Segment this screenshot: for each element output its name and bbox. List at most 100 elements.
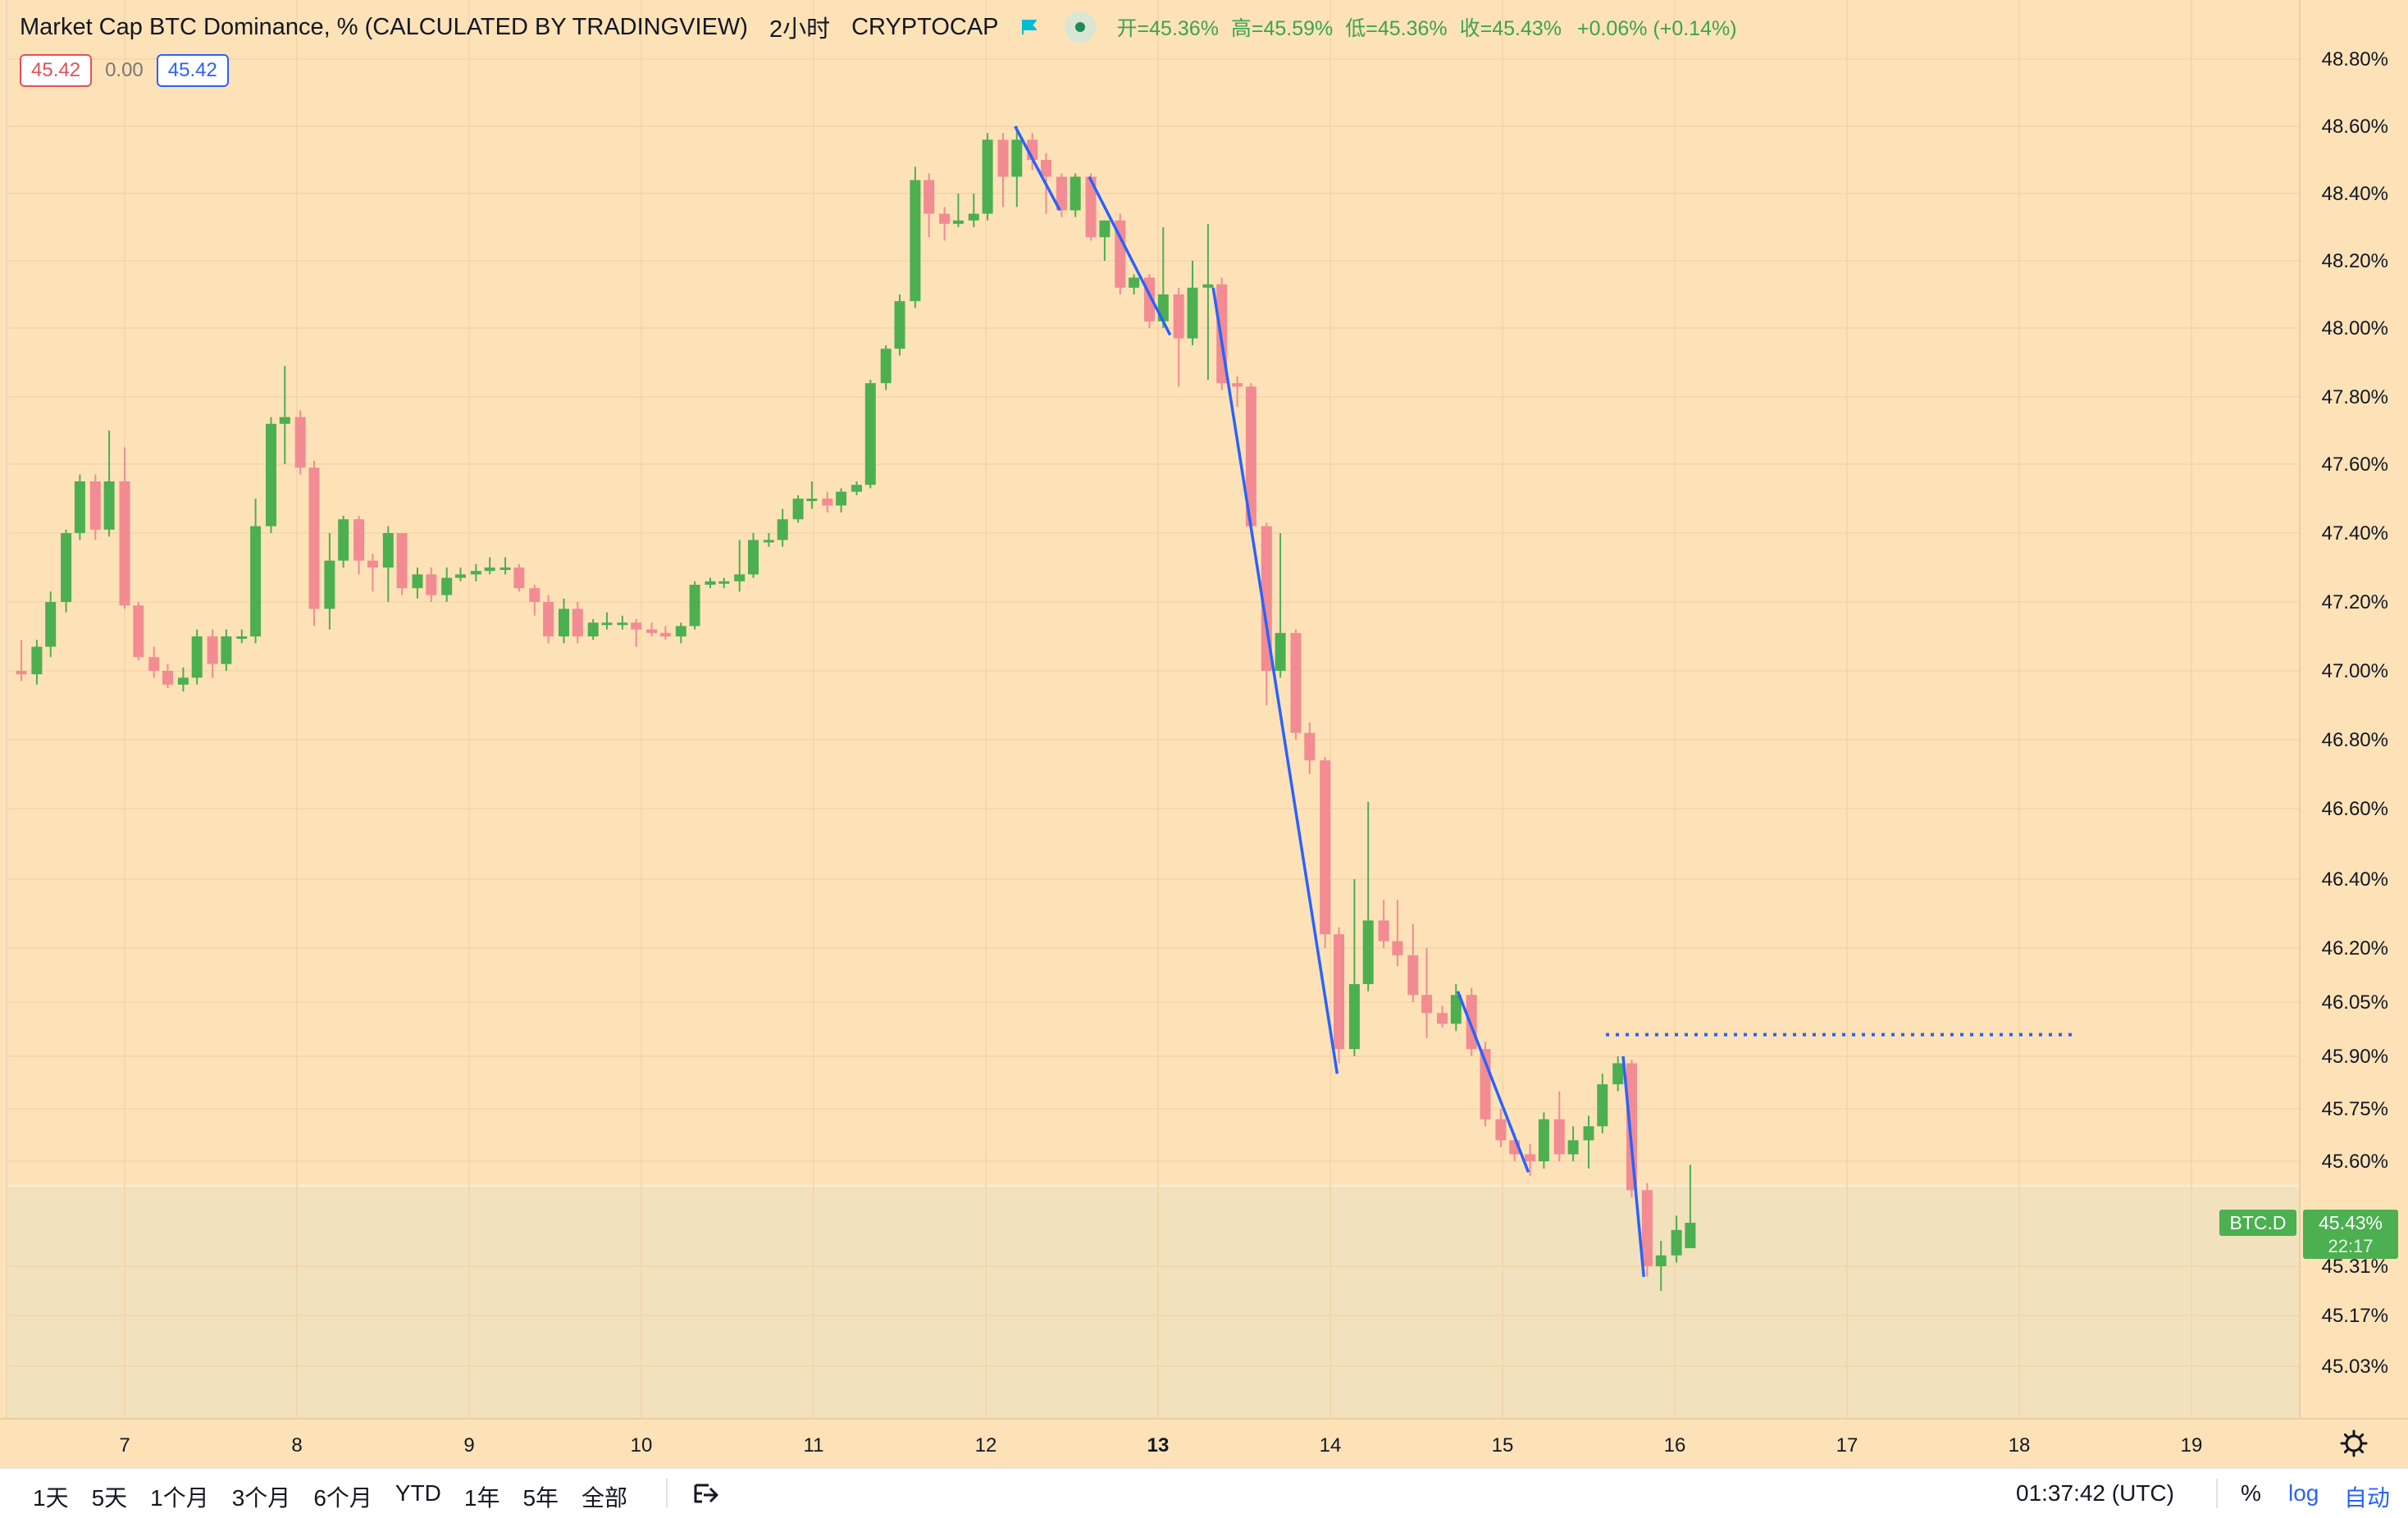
- candle: [864, 380, 876, 489]
- candle: [1290, 629, 1302, 740]
- candle: [133, 602, 144, 661]
- trend-line[interactable]: [1211, 287, 1339, 1074]
- y-tick-label: 46.80%: [2322, 729, 2388, 751]
- candle: [601, 612, 613, 630]
- range-button-4[interactable]: 6个月: [313, 1485, 372, 1511]
- candle: [1202, 223, 1214, 380]
- interval-label[interactable]: 2小时: [768, 16, 831, 43]
- candle: [1612, 1056, 1624, 1092]
- candle: [338, 516, 349, 568]
- candle: [1421, 948, 1433, 1038]
- y-tick-label: 48.00%: [2322, 317, 2388, 340]
- range-button-2[interactable]: 1个月: [150, 1485, 209, 1511]
- candle: [1553, 1091, 1565, 1161]
- chart-canvas[interactable]: 48.80% 48.60% 48.40% 48.20% 48.00% 47.80% 47.6…: [0, 0, 2408, 1468]
- last-price-tag: [2303, 1210, 2398, 1259]
- value-box-red[interactable]: 45.42: [20, 54, 93, 87]
- clock-utc[interactable]: 01:37:42 (UTC): [2016, 1480, 2174, 1506]
- candle: [822, 491, 833, 513]
- toolbar-divider: [666, 1479, 668, 1508]
- candle: [148, 646, 160, 678]
- high-value: 45.59%: [1263, 17, 1334, 40]
- y-tick-label: 47.80%: [2322, 386, 2388, 408]
- candle: [513, 563, 525, 592]
- y-tick-label: 47.40%: [2322, 522, 2388, 545]
- settings-gear-icon[interactable]: [2340, 1429, 2368, 1457]
- candle: [1348, 879, 1360, 1056]
- y-tick-label: 48.80%: [2322, 48, 2388, 71]
- open-value: 45.36%: [1149, 17, 1219, 40]
- trend-line[interactable]: [1456, 991, 1530, 1173]
- x-tick-label: 8: [291, 1434, 302, 1456]
- y-tick-label: 48.20%: [2322, 250, 2388, 272]
- candle: [1641, 1183, 1653, 1277]
- candle: [659, 626, 671, 640]
- candle: [294, 410, 306, 475]
- toolbar-divider: [2216, 1479, 2218, 1508]
- candle: [910, 166, 921, 308]
- time-axis[interactable]: [0, 1419, 2408, 1468]
- candle: [1626, 1060, 1637, 1198]
- candle: [1495, 1109, 1507, 1147]
- y-tick-label: 47.60%: [2322, 454, 2388, 476]
- candle: [236, 629, 248, 644]
- candle: [763, 533, 774, 547]
- highlight-zone: [8, 1186, 2300, 1419]
- candle: [587, 619, 599, 640]
- flag-icon[interactable]: [1020, 18, 1038, 36]
- exchange-label: CRYPTOCAP: [851, 13, 999, 40]
- value-box-blue[interactable]: 45.42: [156, 54, 229, 87]
- candle: [894, 294, 905, 356]
- candle: [1011, 126, 1023, 207]
- range-button-7[interactable]: 5年: [522, 1485, 559, 1511]
- drawing-layer[interactable]: [1014, 125, 2077, 1278]
- auto-scale-toggle[interactable]: 自动: [2344, 1485, 2391, 1511]
- candle: [631, 619, 642, 647]
- price-axis[interactable]: [2300, 0, 2408, 1419]
- range-button-1[interactable]: 5天: [91, 1485, 128, 1511]
- range-button-6[interactable]: 1年: [463, 1485, 500, 1511]
- goto-date-icon[interactable]: [692, 1480, 722, 1507]
- candle: [1378, 900, 1389, 948]
- candle: [16, 640, 27, 682]
- y-tick-label: 45.75%: [2322, 1098, 2388, 1120]
- candle: [1115, 213, 1126, 294]
- candle: [484, 557, 495, 575]
- range-button-3[interactable]: 3个月: [231, 1485, 291, 1511]
- candle: [952, 194, 964, 227]
- candle: [250, 499, 262, 644]
- change-value: +0.06% (+0.14%): [1576, 17, 1737, 40]
- x-tick-label: 13: [1147, 1434, 1170, 1456]
- candle: [1583, 1115, 1594, 1169]
- candle: [1407, 923, 1419, 1002]
- y-tick-label: 48.40%: [2322, 183, 2388, 205]
- y-tick-label: 46.60%: [2322, 798, 2388, 820]
- percent-toggle[interactable]: %: [2241, 1480, 2261, 1506]
- range-button-5[interactable]: YTD: [394, 1480, 441, 1506]
- range-button-0[interactable]: 1天: [33, 1485, 69, 1511]
- y-tick-label: 47.20%: [2322, 591, 2388, 613]
- trend-line[interactable]: [1014, 125, 1061, 212]
- candle: [1085, 173, 1097, 241]
- candle: [412, 568, 423, 599]
- candle: [1245, 383, 1256, 533]
- y-tick-label: 47.00%: [2322, 660, 2388, 682]
- x-tick-label: 19: [2181, 1434, 2203, 1456]
- price-tag: BTC.D 45.43% 22:17: [2219, 1210, 2398, 1259]
- candle: [939, 207, 951, 241]
- range-button-8[interactable]: 全部: [581, 1485, 628, 1511]
- market-status-icon[interactable]: [1064, 11, 1096, 43]
- candle: [982, 133, 993, 221]
- last-price-text: 45.43%: [2319, 1212, 2383, 1233]
- candle: [367, 554, 378, 592]
- candle: [997, 133, 1009, 207]
- trend-line[interactable]: [1088, 176, 1172, 336]
- candle: [353, 516, 365, 575]
- log-toggle[interactable]: log: [2288, 1480, 2319, 1506]
- candle: [617, 615, 628, 630]
- candle: [1320, 757, 1331, 948]
- y-tick-label: 45.03%: [2322, 1356, 2388, 1378]
- trend-line[interactable]: [1621, 1055, 1645, 1278]
- low-label: 低=: [1345, 17, 1378, 40]
- candle: [103, 431, 115, 537]
